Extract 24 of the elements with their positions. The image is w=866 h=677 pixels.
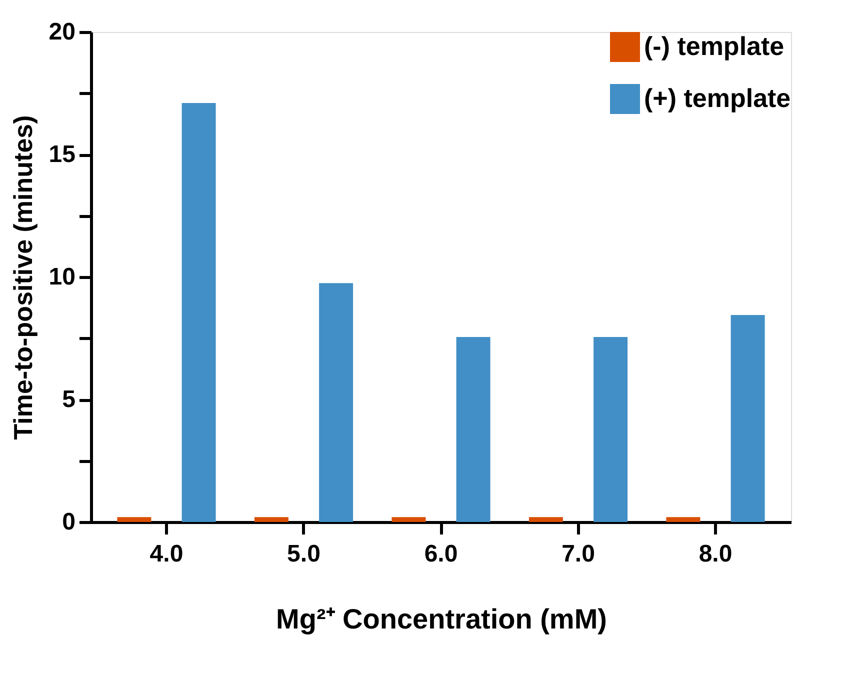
y-tick-label: 5 — [62, 386, 76, 413]
bar — [392, 517, 426, 522]
x-tick-label: 4.0 — [150, 540, 184, 568]
y-tick-label: 15 — [48, 141, 76, 168]
bar — [456, 337, 490, 522]
y-tick-label: 10 — [48, 264, 76, 290]
bar — [319, 283, 354, 522]
x-tick-label: 7.0 — [562, 540, 595, 568]
y-tick-label: 20 — [48, 18, 76, 46]
x-tick-label: 5.0 — [287, 540, 320, 568]
legend-label: (-) template — [644, 31, 784, 61]
bar — [666, 517, 700, 522]
bar — [594, 337, 628, 522]
bar — [182, 103, 216, 522]
bar — [117, 517, 152, 522]
y-tick-label: 0 — [62, 508, 76, 536]
x-tick-label: 8.0 — [698, 540, 732, 568]
bar — [528, 517, 563, 522]
bar — [254, 517, 288, 522]
legend-label: (+) template — [644, 83, 791, 113]
x-tick-label: 6.0 — [424, 540, 458, 568]
y-axis-title: Time-to-positive (minutes) — [8, 115, 38, 440]
x-axis-title: Mg²⁺ Concentration (mM) — [276, 604, 607, 634]
bar — [730, 314, 765, 522]
